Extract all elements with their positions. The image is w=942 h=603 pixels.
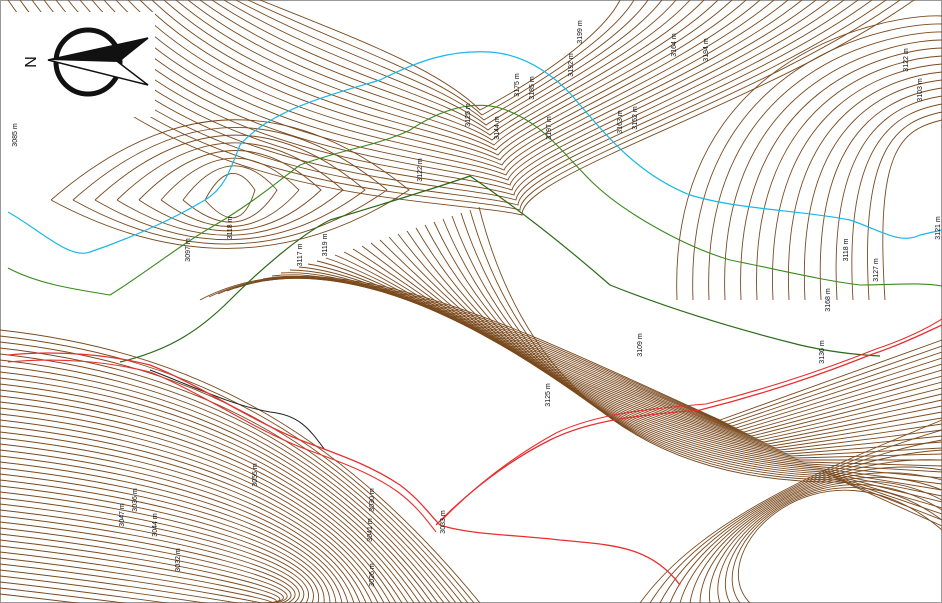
elevation-label: 3118 m	[843, 238, 850, 261]
elevation-label: 3041 m	[367, 518, 374, 542]
elevation-label: 3032 m	[175, 548, 182, 572]
map-view: 3085 m 3097 m 3118 m 3117 m 3119 m 3122 m 3125…	[0, 0, 942, 603]
elevation-label: 3185 m	[529, 76, 536, 100]
north-label: N	[23, 56, 40, 68]
elevation-label: 3194 m	[703, 38, 710, 62]
elevation-label: 3152 m	[632, 106, 639, 130]
elevation-label: 3127 m	[873, 258, 880, 282]
elevation-label: 3125 m	[465, 103, 472, 127]
elevation-label: 3044 m	[152, 513, 159, 537]
elevation-label: 3030 m	[369, 488, 376, 512]
elevation-label: 3119 m	[322, 233, 329, 256]
elevation-label: 3175 m	[514, 73, 521, 97]
topographic-map: 3085 m 3097 m 3118 m 3117 m 3119 m 3122 m 3125…	[0, 0, 942, 603]
elevation-label: 3163 m	[617, 110, 624, 134]
elevation-label: 3103 m	[917, 78, 924, 102]
elevation-label: 3109 m	[637, 333, 644, 357]
elevation-label: 3026 m	[369, 563, 376, 587]
elevation-label: 3192 m	[568, 53, 575, 77]
elevation-label: 3197 m	[546, 116, 553, 140]
elevation-label: 3033 m	[440, 510, 447, 534]
elevation-label: 3122 m	[903, 48, 910, 72]
north-arrow: N	[10, 12, 155, 117]
elevation-label: 3168 m	[825, 288, 832, 312]
elevation-label: 3117 m	[297, 243, 304, 266]
elevation-label: 3118 m	[227, 216, 234, 239]
elevation-label: 3085 m	[12, 123, 19, 147]
elevation-label: 3055 m	[252, 463, 259, 487]
elevation-label: 3199 m	[577, 20, 584, 44]
elevation-label: 3144 m	[494, 116, 501, 140]
elevation-label: 3164 m	[671, 33, 678, 57]
elevation-label: 3122 m	[417, 158, 424, 182]
elevation-label: 3136 m	[819, 340, 826, 364]
elevation-label: 3121 m	[935, 216, 942, 240]
elevation-label: 3036 m	[132, 488, 139, 512]
elevation-label: 3097 m	[185, 238, 192, 262]
elevation-label: 3125 m	[545, 383, 552, 407]
elevation-label: 3047 m	[119, 503, 126, 527]
